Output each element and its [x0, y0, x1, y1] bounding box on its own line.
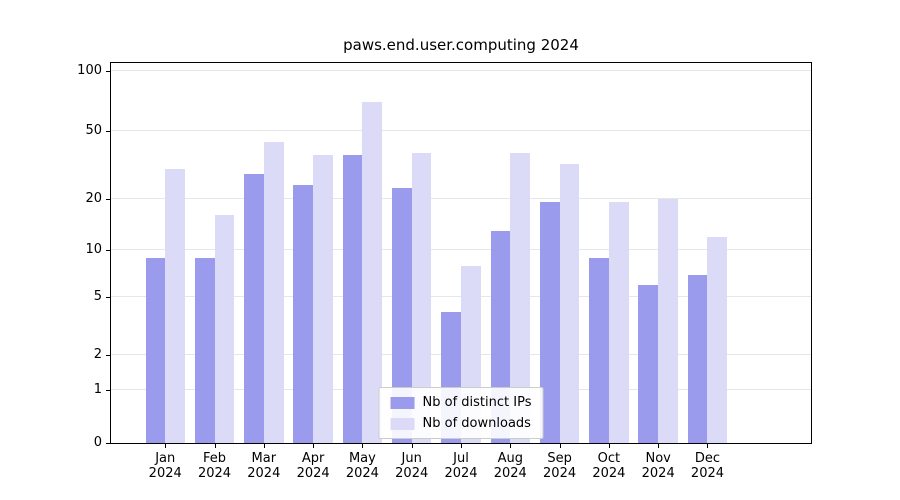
y-tick-mark	[106, 355, 110, 357]
x-tick-label: Dec 2024	[690, 451, 725, 481]
x-tick-mark	[313, 444, 315, 448]
gridline	[111, 249, 811, 251]
x-tick-mark	[658, 444, 660, 448]
bar-downloads	[559, 163, 580, 443]
x-tick-mark	[559, 444, 561, 448]
y-tick-label: 100	[77, 62, 102, 78]
y-tick-label: 2	[93, 347, 102, 363]
bar-distinct-ips	[391, 188, 412, 443]
bar-distinct-ips	[687, 274, 708, 443]
bar-distinct-ips	[638, 285, 659, 443]
x-tick-mark	[411, 444, 413, 448]
bar-distinct-ips	[293, 185, 314, 443]
x-tick-label: Feb 2024	[197, 451, 232, 481]
x-tick-mark	[214, 444, 216, 448]
y-tick-mark	[106, 70, 110, 72]
plot-area: Nb of distinct IPs Nb of downloads	[110, 62, 812, 444]
x-tick-label: Nov 2024	[641, 451, 675, 481]
y-tick-label: 0	[93, 435, 102, 450]
x-tick-label: May 2024	[345, 451, 379, 481]
gridline	[111, 197, 811, 199]
y-tick-mark	[106, 250, 110, 252]
bar-downloads	[510, 153, 530, 443]
bar-downloads	[411, 153, 432, 443]
y-tick-mark	[106, 131, 110, 133]
bar-distinct-ips	[244, 173, 264, 443]
bar-downloads	[313, 155, 333, 443]
y-tick-label: 50	[85, 123, 102, 139]
x-tick-mark	[362, 444, 364, 448]
x-tick-label: Jun 2024	[395, 451, 429, 481]
gridline	[111, 130, 811, 132]
legend-item-downloads: Nb of downloads	[390, 416, 532, 431]
legend-swatch-downloads	[390, 417, 415, 430]
y-tick-mark	[106, 443, 110, 444]
x-tick-label: Apr 2024	[296, 451, 330, 481]
bar-distinct-ips	[539, 202, 560, 443]
gridline	[111, 69, 811, 71]
x-tick-mark	[707, 444, 709, 448]
legend-item-distinct-ips: Nb of distinct IPs	[390, 395, 532, 410]
bar-downloads	[214, 215, 235, 443]
legend: Nb of distinct IPs Nb of downloads	[378, 387, 544, 439]
x-tick-mark	[461, 444, 462, 448]
chart-title: paws.end.user.computing 2024	[343, 36, 579, 54]
y-tick-mark	[106, 198, 110, 200]
legend-label-downloads: Nb of downloads	[422, 416, 531, 431]
x-tick-mark	[510, 444, 512, 448]
bar-downloads	[362, 101, 383, 443]
bar-distinct-ips	[194, 257, 215, 443]
y-tick-label: 1	[93, 382, 102, 398]
x-tick-label: Oct 2024	[592, 451, 626, 481]
y-tick-mark	[106, 390, 110, 392]
bar-distinct-ips	[589, 257, 609, 443]
x-tick-mark	[165, 444, 167, 448]
legend-label-distinct-ips: Nb of distinct IPs	[422, 395, 532, 410]
legend-swatch-distinct-ips	[390, 396, 415, 409]
bar-distinct-ips	[145, 257, 166, 443]
y-tick-label: 5	[93, 289, 102, 305]
y-tick-mark	[106, 297, 110, 299]
y-tick-label: 20	[85, 190, 102, 206]
x-tick-label: Jul 2024	[444, 451, 478, 481]
x-tick-label: Jan 2024	[148, 451, 182, 481]
bar-downloads	[165, 168, 185, 443]
x-tick-label: Aug 2024	[493, 451, 527, 481]
bar-downloads	[608, 202, 629, 443]
bar-downloads	[263, 142, 284, 443]
bar-downloads	[658, 198, 678, 443]
x-tick-label: Sep 2024	[543, 451, 577, 481]
x-tick-mark	[263, 444, 265, 448]
x-tick-mark	[608, 444, 610, 448]
bar-distinct-ips	[342, 155, 363, 443]
x-tick-label: Mar 2024	[247, 451, 281, 481]
bar-downloads	[707, 236, 728, 443]
y-tick-label: 10	[85, 242, 102, 258]
